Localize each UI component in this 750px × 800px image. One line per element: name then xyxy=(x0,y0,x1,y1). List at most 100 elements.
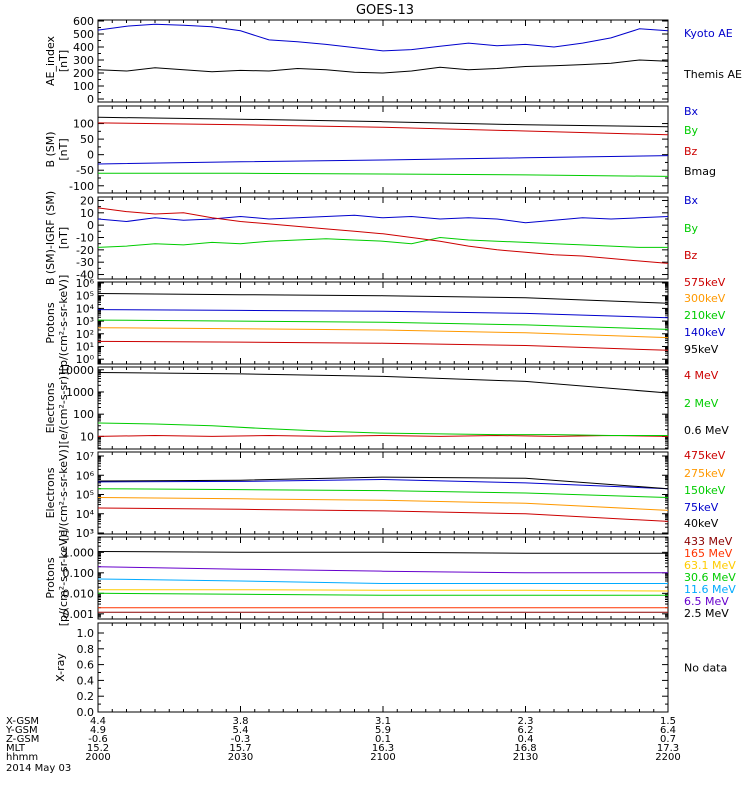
y-tick-label: 50 xyxy=(80,133,94,146)
y-tick-label: -50 xyxy=(76,164,94,177)
y-tick-label: -40 xyxy=(76,269,94,282)
ephemeris-value: 16.3 xyxy=(372,743,394,754)
legend-label: 2.5 MeV xyxy=(684,607,729,620)
y-axis-label: B (SM)-IGRF (SM)[nT] xyxy=(44,191,70,285)
y-tick-label: 1.0 xyxy=(77,627,95,640)
y-tick-label: 100 xyxy=(73,80,94,93)
y-tick-label: 0.010 xyxy=(63,587,95,600)
legend-label: 140keV xyxy=(684,326,726,339)
legend-label: 2 MeV xyxy=(684,397,719,410)
legend-label: 575keV xyxy=(684,276,726,289)
ephemeris-value: 2.3 xyxy=(518,716,534,727)
series-line xyxy=(97,478,669,490)
legend-label: 63.1 MeV xyxy=(684,559,736,572)
y-tick-label: 10⁴ xyxy=(76,508,95,521)
y-tick-label: 10⁰ xyxy=(76,353,95,366)
panel-xray: 0.0 0.2 0.4 0.6 0.8 1.0 X-ray No data xyxy=(54,622,727,719)
ephemeris-row-label: X-GSM xyxy=(6,716,39,727)
legend-label: 75keV xyxy=(684,501,719,514)
panel-frame xyxy=(97,19,669,103)
y-tick-label: 0 xyxy=(87,93,94,106)
y-tick-label: -20 xyxy=(76,244,94,257)
series-line xyxy=(97,497,669,511)
legend-label: Bz xyxy=(684,249,698,262)
y-tick-label: 10 xyxy=(80,430,94,443)
y-tick-label: 0.001 xyxy=(63,608,95,621)
legend-label: 40keV xyxy=(684,517,719,530)
ephemeris-value: 6.4 xyxy=(660,725,676,736)
ephemeris-value: 2130 xyxy=(513,752,538,763)
y-tick-label: 0.100 xyxy=(63,567,95,580)
series-line xyxy=(97,327,669,339)
series-line xyxy=(97,293,669,304)
series-line xyxy=(97,592,668,596)
ephemeris-value: 4.9 xyxy=(90,725,106,736)
ephemeris-row-label: hhmm xyxy=(6,752,38,763)
series-line xyxy=(97,319,669,330)
series-line xyxy=(97,422,668,436)
y-tick-label: 600 xyxy=(73,15,94,28)
ephemeris-value: 5.9 xyxy=(375,725,391,736)
ephemeris-value: 3.1 xyxy=(375,716,391,727)
y-tick-label: 20 xyxy=(80,194,94,207)
ephemeris-value: 5.4 xyxy=(233,725,249,736)
panel-frame xyxy=(97,451,669,535)
ephemeris-value: 16.8 xyxy=(514,743,536,754)
legend-label: 11.6 MeV xyxy=(684,583,736,596)
ephemeris-value: 0.4 xyxy=(518,734,534,745)
y-axis-label: X-ray xyxy=(54,653,67,682)
legend-label: 6.5 MeV xyxy=(684,595,729,608)
y-tick-label: 0.0 xyxy=(77,706,95,719)
series-line xyxy=(97,551,668,554)
ephemeris-row-label: Y-GSM xyxy=(5,725,38,736)
y-tick-label: 10⁷ xyxy=(76,450,94,463)
y-tick-label: 0 xyxy=(87,149,94,162)
series-line xyxy=(97,488,669,498)
y-tick-label: 200 xyxy=(73,67,94,80)
series-line xyxy=(97,309,669,319)
y-tick-label: 0 xyxy=(87,219,94,232)
y-tick-label: 400 xyxy=(73,41,94,54)
y-tick-label: 100 xyxy=(73,408,94,421)
y-tick-label: 10⁵ xyxy=(76,290,94,303)
ephemeris-value: 4.4 xyxy=(90,716,106,727)
y-tick-label: 10⁶ xyxy=(76,469,95,482)
ephemeris-value: 1.5 xyxy=(660,716,676,727)
no-data-note: No data xyxy=(684,662,727,675)
legend-label: 4 MeV xyxy=(684,369,719,382)
series-line xyxy=(97,578,668,584)
ephemeris-value: -0.6 xyxy=(88,734,108,745)
ephemeris-row-label: 2014 May 03 xyxy=(6,763,71,774)
legend-label: 150keV xyxy=(684,484,726,497)
panel-frame xyxy=(97,105,669,194)
panel-electrons_diff: 10³ 10⁴ 10⁵ 10⁶ 10⁷ Electrons[e/(cm²-s-sr-keV… xyxy=(44,445,726,541)
y-tick-label: 10¹ xyxy=(76,340,94,353)
y-tick-label: 0.8 xyxy=(77,643,95,656)
legend-label: 475keV xyxy=(684,449,726,462)
ephemeris-value: 15.7 xyxy=(229,743,251,754)
series-line xyxy=(97,566,668,574)
legend-label: 0.6 MeV xyxy=(684,424,729,437)
series-line xyxy=(98,172,669,177)
series-line xyxy=(97,476,669,490)
y-tick-label: 10⁶ xyxy=(76,277,95,290)
y-tick-label: 10² xyxy=(76,328,94,341)
y-tick-label: 1.000 xyxy=(63,546,95,559)
legend-label: 210keV xyxy=(684,309,726,322)
series-line xyxy=(97,116,669,128)
series-line xyxy=(97,434,669,437)
ephemeris-value: 6.2 xyxy=(518,725,534,736)
panel-frame xyxy=(97,196,669,280)
legend-label: 30.6 MeV xyxy=(684,571,736,584)
y-tick-label: -30 xyxy=(76,256,94,269)
y-tick-label: 500 xyxy=(73,28,94,41)
y-tick-label: 0.2 xyxy=(77,690,95,703)
legend-label: 433 MeV xyxy=(684,535,733,548)
y-tick-label: -100 xyxy=(69,180,94,193)
y-axis-label: Protons[p/(cm²-s-sr-keV)] xyxy=(44,530,70,627)
